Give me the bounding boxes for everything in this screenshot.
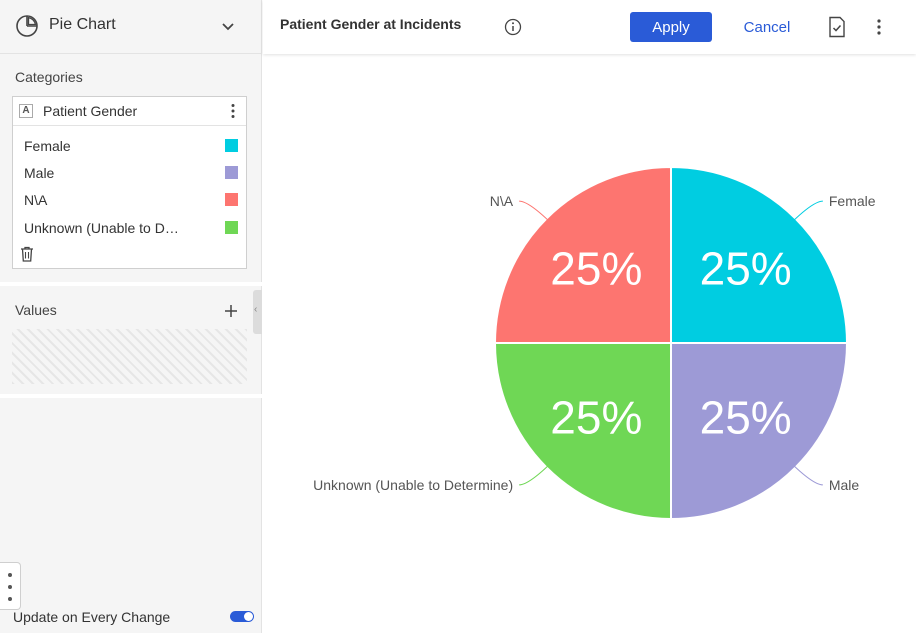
- text-field-type-icon: A: [19, 104, 33, 118]
- chart-title: Patient Gender at Incidents: [280, 16, 462, 32]
- slice-category-label: Male: [829, 477, 860, 493]
- legend-item-male[interactable]: Male: [13, 162, 246, 184]
- categories-field-box: A Patient Gender Female Male N\A Unknown…: [12, 96, 247, 269]
- slice-percent-label: 25%: [700, 242, 792, 294]
- chart-type-label: Pie Chart: [49, 16, 116, 33]
- color-swatch[interactable]: [225, 166, 238, 179]
- category-field[interactable]: A Patient Gender: [13, 97, 246, 126]
- slice-category-label: Female: [829, 193, 876, 209]
- slice-leader-line: [519, 200, 555, 227]
- pie-chart-icon: [16, 15, 38, 37]
- slice-leader-line: [787, 200, 823, 227]
- slice-category-label: Unknown (Unable to Determine): [313, 477, 513, 493]
- slice-percent-label: 25%: [700, 392, 792, 444]
- slice-category-label: N\A: [490, 193, 514, 209]
- apply-button[interactable]: Apply: [630, 12, 712, 42]
- editor-sidebar: Pie Chart Categories A Patient Gender Fe…: [0, 0, 262, 633]
- category-field-name: Patient Gender: [43, 103, 138, 119]
- trash-icon[interactable]: [20, 246, 34, 262]
- chevron-down-icon[interactable]: [220, 18, 236, 34]
- color-swatch[interactable]: [225, 139, 238, 152]
- save-icon[interactable]: [827, 16, 847, 38]
- legend-item-label: N\A: [24, 192, 48, 208]
- section-divider: [0, 394, 262, 398]
- editor-header: Patient Gender at Incidents Apply Cancel: [263, 0, 916, 54]
- color-swatch[interactable]: [225, 221, 238, 234]
- legend-item-unknown[interactable]: Unknown (Unable to D…: [13, 217, 246, 239]
- chart-type-selector[interactable]: Pie Chart: [0, 0, 262, 54]
- update-on-change-label: Update on Every Change: [13, 609, 171, 625]
- values-drop-zone[interactable]: [12, 329, 247, 384]
- chart-canvas: 25% Female 25% Male 25% Unknown (Unable to De…: [263, 54, 916, 633]
- slice-leader-line: [787, 459, 823, 486]
- legend-item-female[interactable]: Female: [13, 135, 246, 157]
- legend-item-na[interactable]: N\A: [13, 189, 246, 211]
- slice-percent-label: 25%: [550, 242, 642, 294]
- plus-icon[interactable]: [223, 303, 239, 319]
- cancel-button[interactable]: Cancel: [735, 12, 799, 42]
- values-label: Values: [15, 302, 57, 318]
- slice-percent-label: 25%: [550, 392, 642, 444]
- slice-leader-line: [519, 459, 555, 486]
- vertical-dots-icon: [8, 573, 12, 601]
- collapse-sidebar-handle[interactable]: ‹: [253, 290, 262, 334]
- legend-item-label: Unknown (Unable to D…: [24, 220, 179, 236]
- legend-item-label: Female: [24, 138, 71, 154]
- section-divider: [0, 282, 262, 286]
- field-menu-kebab-icon[interactable]: [230, 103, 236, 119]
- categories-label: Categories: [15, 69, 83, 85]
- pie-chart: 25% Female 25% Male 25% Unknown (Unable to De…: [313, 165, 876, 521]
- toggle-knob: [244, 612, 253, 621]
- more-options-kebab-icon[interactable]: [876, 18, 882, 36]
- legend-item-label: Male: [24, 165, 55, 181]
- update-on-change-toggle[interactable]: [230, 611, 254, 622]
- drag-handle[interactable]: [0, 562, 21, 610]
- color-swatch[interactable]: [225, 193, 238, 206]
- info-icon[interactable]: [504, 18, 522, 36]
